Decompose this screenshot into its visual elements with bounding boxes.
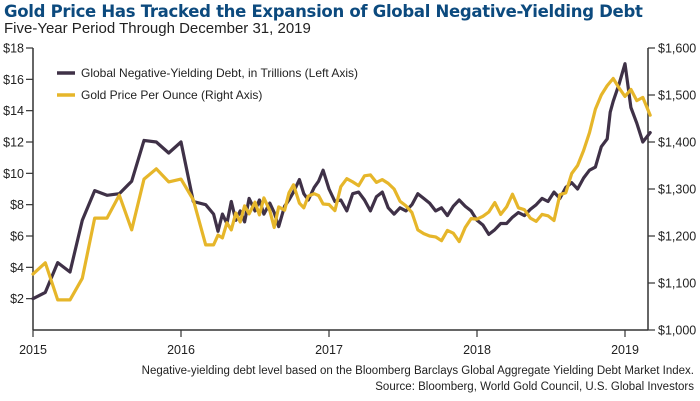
legend-label-debt: Global Negative-Yielding Debt, in Trilli… <box>81 66 358 80</box>
right-y-tick-label: $1,200 <box>658 230 696 244</box>
left-y-tick-label: $12 <box>3 136 24 150</box>
footer-source: Source: Bloomberg, World Gold Council, U… <box>375 381 694 393</box>
series-lines <box>31 62 652 302</box>
right-y-tick-label: $1,000 <box>658 324 696 338</box>
x-tick-label: 2019 <box>611 343 639 357</box>
left-y-tick-label: $6 <box>10 230 24 244</box>
left-y-tick-label: $2 <box>10 292 24 306</box>
chart-subtitle: Five-Year Period Through December 31, 20… <box>4 20 311 37</box>
gold-price-line <box>31 76 652 302</box>
left-y-tick-label: $18 <box>3 42 24 56</box>
right-y-tick-label: $1,600 <box>658 42 696 56</box>
axes: $2 $4 $6 $8 $10 $12 $14 $16 $18 $1,000 $1,100 $1,20… <box>3 42 696 358</box>
x-tick-label: 2015 <box>19 343 47 357</box>
legend: Global Negative-Yielding Debt, in Trilli… <box>57 66 358 102</box>
chart-title: Gold Price Has Tracked the Expansion of … <box>4 2 643 21</box>
left-y-tick-label: $16 <box>3 73 24 87</box>
left-y-tick-label: $8 <box>10 198 24 212</box>
footer-note: Negative-yielding debt level based on th… <box>141 365 694 377</box>
left-y-tick-label: $14 <box>3 104 24 118</box>
right-y-tick-label: $1,100 <box>658 277 696 291</box>
left-y-tick-label: $4 <box>10 261 24 275</box>
x-tick-label: 2017 <box>315 343 343 357</box>
x-tick-label: 2016 <box>167 343 195 357</box>
x-tick-label: 2018 <box>463 343 491 357</box>
left-y-tick-label: $10 <box>3 167 24 181</box>
right-y-tick-label: $1,400 <box>658 136 696 150</box>
right-y-tick-label: $1,500 <box>658 89 696 103</box>
legend-label-gold: Gold Price Per Ounce (Right Axis) <box>81 88 262 102</box>
right-y-tick-label: $1,300 <box>658 183 696 197</box>
